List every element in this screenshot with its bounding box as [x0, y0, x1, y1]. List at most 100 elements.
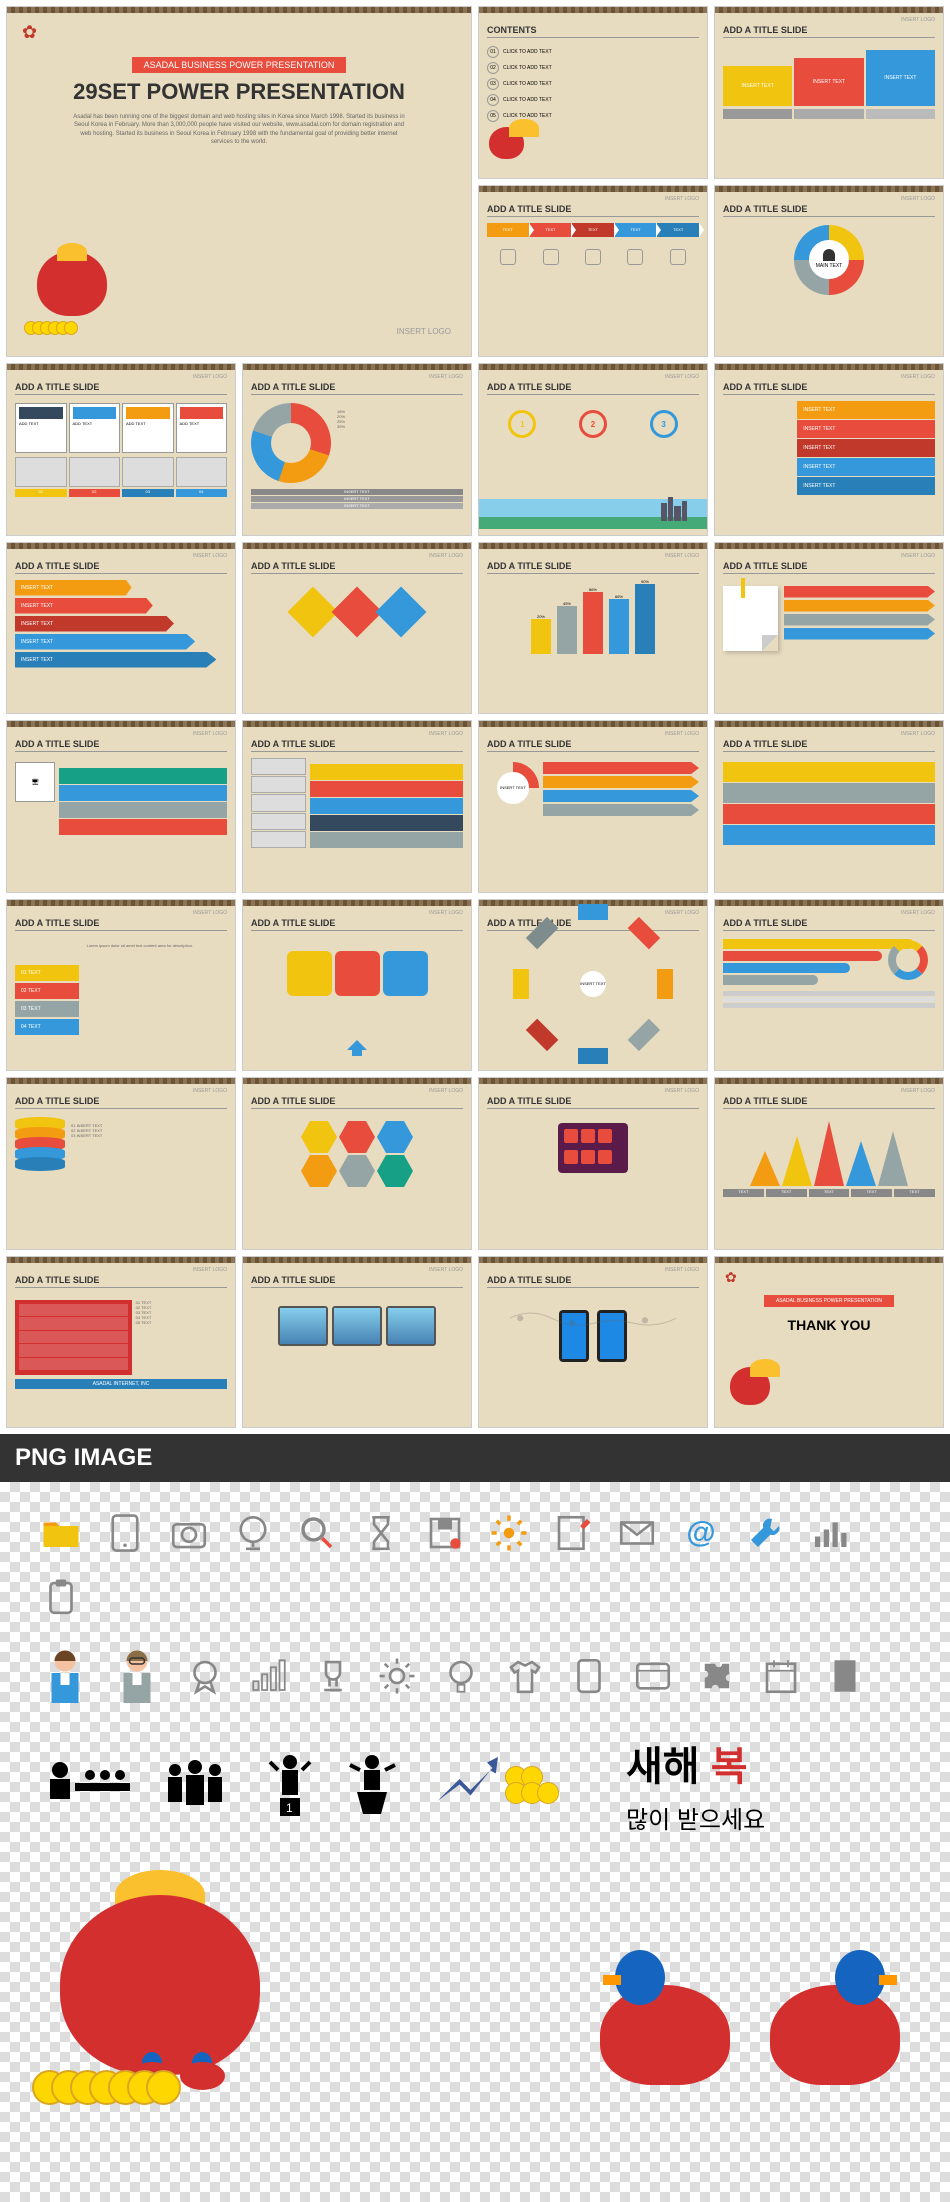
- footer-bar: ASADAL INTERNET, INC: [15, 1379, 227, 1389]
- peaks-chart: [723, 1121, 935, 1186]
- stack-box: INSERT TEXT: [797, 420, 935, 438]
- process-step: TEXT: [487, 223, 529, 237]
- bars-slide: ADD A TITLE SLIDE INSERT LOGO 20% 45% 86…: [478, 542, 708, 715]
- slide-heading: ADD A TITLE SLIDE: [15, 1275, 227, 1288]
- slide-heading: ADD A TITLE SLIDE: [251, 382, 463, 395]
- paper-arrow: [784, 614, 935, 626]
- hourglass-icon: [360, 1512, 402, 1554]
- badge-icon: [184, 1655, 226, 1697]
- circles-row: 1 2 3: [487, 410, 699, 438]
- silhouette-row: 1 새해 복 많이 받으세요: [40, 1734, 910, 1835]
- circle-item: 2: [579, 410, 607, 438]
- doc-icon: [824, 1655, 866, 1697]
- photo-row: [15, 457, 227, 487]
- slide-heading: ADD A TITLE SLIDE: [487, 382, 699, 395]
- shirt-icon: [504, 1655, 546, 1697]
- process-icon: [500, 249, 516, 265]
- center-ring-slide: ADD A TITLE SLIDE INSERT LOGO INSERT TEX…: [478, 720, 708, 893]
- peak-item: [782, 1136, 812, 1186]
- contents-item-label: CLICK TO ADD TEXT: [503, 49, 552, 55]
- thanks-ribbon: ASADAL BUSINESS POWER PRESENTATION: [764, 1295, 894, 1307]
- table-block: [15, 1300, 132, 1375]
- slide-logo: INSERT LOGO: [901, 910, 935, 916]
- slide-heading: ADD A TITLE SLIDE: [15, 382, 227, 395]
- arrow-item: INSERT TEXT: [15, 580, 132, 596]
- square-card: ADD TEXT: [69, 403, 121, 453]
- squares-row: ADD TEXT ADD TEXT ADD TEXT ADD TEXT: [15, 403, 227, 453]
- slide-logo: INSERT LOGO: [901, 1088, 935, 1094]
- paper-icon: [723, 586, 778, 651]
- stack-box: INSERT TEXT: [797, 477, 935, 495]
- cyl-legend: 01 INSERT TEXT02 INSERT TEXT03 INSERT TE…: [71, 1113, 227, 1179]
- slide-logo: INSERT LOGO: [429, 553, 463, 559]
- stack-box: INSERT TEXT: [797, 439, 935, 457]
- screens-slide: ADD A TITLE SLIDE INSERT LOGO: [242, 1256, 472, 1429]
- hero-desc: Asadal has been running one of the bigge…: [69, 113, 408, 147]
- slide-logo: INSERT LOGO: [665, 196, 699, 202]
- hexagon-slide: ADD A TITLE SLIDE INSERT LOGO: [242, 1077, 472, 1250]
- slide-logo: INSERT LOGO: [665, 910, 699, 916]
- layer-item: [310, 781, 463, 797]
- slide-logo: INSERT LOGO: [665, 1088, 699, 1094]
- bag-icon: [489, 127, 534, 172]
- peak-item: [814, 1121, 844, 1186]
- process-step: TEXT: [657, 223, 699, 237]
- tablet-icon: [104, 1512, 146, 1554]
- swirl-bar: [723, 939, 914, 949]
- slide-heading: ADD A TITLE SLIDE: [15, 561, 227, 574]
- ribbons-desc: Lorem ipsum dolor sit amet text content …: [79, 935, 227, 1035]
- stack-slide: ADD A TITLE SLIDE INSERT LOGO INSERT TEX…: [714, 363, 944, 536]
- hero-ribbon: ASADAL BUSINESS POWER PRESENTATION: [132, 57, 347, 73]
- slide-logo: INSERT LOGO: [193, 1088, 227, 1094]
- contents-item-label: CLICK TO ADD TEXT: [503, 97, 552, 103]
- slide-logo: INSERT LOGO: [665, 374, 699, 380]
- paper-arrow: [784, 586, 935, 598]
- circle-item: 3: [650, 410, 678, 438]
- search-icon: [296, 1512, 338, 1554]
- slide-heading: ADD A TITLE SLIDE: [251, 1275, 463, 1288]
- process-step: TEXT: [530, 223, 572, 237]
- bag-icon: [730, 1367, 780, 1417]
- swirl-bar: [723, 975, 818, 985]
- diamonds-row: [251, 594, 463, 630]
- ribbon-item: 02 TEXT: [15, 983, 79, 999]
- peak-item: [846, 1141, 876, 1186]
- screen-icon: [332, 1306, 382, 1346]
- hex-grid: [292, 1121, 422, 1187]
- puzzle-icon: [696, 1655, 738, 1697]
- tablet-icon: [558, 1123, 628, 1173]
- square-card: ADD TEXT: [15, 403, 67, 453]
- box3d-slide: ADD A TITLE SLIDE INSERT LOGO INSERT TEX…: [714, 6, 944, 179]
- table-slide: ADD A TITLE SLIDE INSERT LOGO 01 TEXT02 …: [6, 1256, 236, 1429]
- gear-icon: [488, 1512, 530, 1554]
- globe-icon: [232, 1512, 274, 1554]
- trophy-icon: [312, 1655, 354, 1697]
- slide-heading: ADD A TITLE SLIDE: [723, 25, 935, 38]
- ring-label: MAIN TEXT: [816, 263, 843, 269]
- square3-item: [383, 951, 428, 996]
- png-section-title: PNG IMAGE: [0, 1434, 950, 1482]
- layer-item: [59, 768, 227, 784]
- contents-item-label: CLICK TO ADD TEXT: [503, 113, 552, 119]
- slide-heading: ADD A TITLE SLIDE: [251, 739, 463, 752]
- arrow-item: INSERT TEXT: [15, 652, 216, 668]
- layer-item: [723, 783, 935, 803]
- slide-heading: ADD A TITLE SLIDE: [487, 739, 699, 752]
- meeting-icon: [40, 1755, 130, 1815]
- slide-heading: ADD A TITLE SLIDE: [723, 1096, 935, 1109]
- ribbons-list: 01 TEXT 02 TEXT 03 TEXT 04 TEXT: [15, 965, 79, 1035]
- tablet-slide: ADD A TITLE SLIDE INSERT LOGO: [478, 1077, 708, 1250]
- hex-item: [301, 1155, 337, 1187]
- hero-logo: INSERT LOGO: [397, 327, 451, 336]
- layer-item: [310, 798, 463, 814]
- box3d-bar: INSERT TEXT: [866, 50, 935, 106]
- person-icon: [823, 249, 835, 261]
- icon-row-1: @: [40, 1512, 910, 1618]
- slide-logo: INSERT LOGO: [429, 1088, 463, 1094]
- phones-slide: ADD A TITLE SLIDE INSERT LOGO: [478, 1256, 708, 1429]
- peaks-slide: ADD A TITLE SLIDE INSERT LOGO TEXTTEXTTE…: [714, 1077, 944, 1250]
- slide-heading: ADD A TITLE SLIDE: [251, 1096, 463, 1109]
- monitor-icon: 🖥: [15, 762, 55, 802]
- ribbon-item: 04 TEXT: [15, 1019, 79, 1035]
- slide-logo: INSERT LOGO: [665, 1267, 699, 1273]
